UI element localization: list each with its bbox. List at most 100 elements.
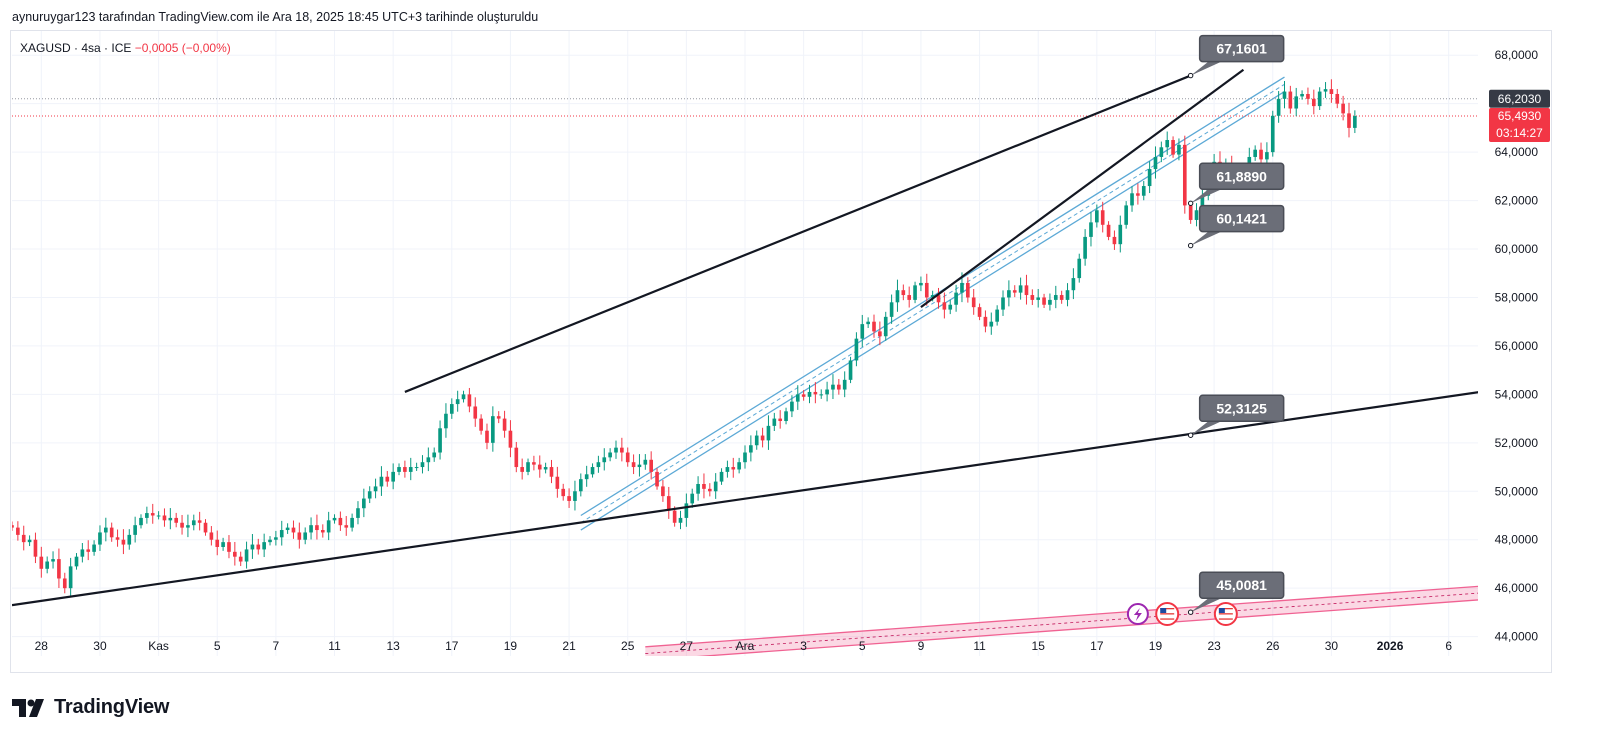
candle bbox=[86, 540, 91, 561]
candle-body bbox=[702, 484, 706, 489]
candle-body bbox=[907, 295, 912, 300]
candle-body bbox=[1024, 285, 1029, 296]
price-callout: 67,1601 bbox=[1187, 34, 1285, 79]
candle-body bbox=[291, 527, 296, 533]
candle bbox=[1136, 183, 1140, 205]
y-tick-label: 60,0000 bbox=[1495, 242, 1539, 256]
candle bbox=[1270, 110, 1275, 157]
candle bbox=[104, 517, 108, 542]
candle bbox=[414, 462, 419, 471]
candle-body bbox=[954, 292, 958, 305]
candle bbox=[743, 445, 747, 469]
candle bbox=[1042, 293, 1046, 309]
target-zone-upper bbox=[645, 585, 1478, 648]
candle bbox=[12, 521, 14, 531]
x-tick-label: 11 bbox=[973, 639, 986, 653]
candle-body bbox=[1030, 295, 1035, 300]
candle-body bbox=[1018, 285, 1023, 293]
candle bbox=[309, 517, 313, 540]
candle-body bbox=[139, 517, 143, 526]
flag-canton bbox=[1218, 608, 1225, 613]
candle bbox=[80, 543, 85, 563]
callout-label: 67,1601 bbox=[1216, 41, 1267, 57]
candle-body bbox=[432, 452, 437, 458]
candle-body bbox=[567, 496, 571, 501]
candle bbox=[713, 473, 718, 499]
candle-body bbox=[995, 309, 999, 322]
candle bbox=[842, 371, 847, 398]
candle bbox=[514, 441, 519, 473]
candle-body bbox=[942, 302, 947, 310]
candle-body bbox=[379, 476, 384, 487]
marker-box bbox=[1489, 89, 1550, 108]
candle-body bbox=[27, 539, 32, 543]
candle bbox=[1300, 90, 1304, 100]
candle bbox=[320, 524, 325, 538]
candle bbox=[625, 447, 630, 467]
candle bbox=[760, 427, 765, 448]
candle-body bbox=[983, 316, 988, 327]
candle-body bbox=[420, 462, 425, 468]
candle-body bbox=[92, 544, 96, 552]
tradingview-logo-icon bbox=[12, 698, 44, 717]
y-tick-label: 62,0000 bbox=[1495, 194, 1539, 208]
candle bbox=[749, 435, 753, 462]
candle bbox=[1171, 136, 1175, 158]
candle-body bbox=[1012, 290, 1017, 293]
candle-body bbox=[479, 418, 483, 431]
candle bbox=[1335, 88, 1340, 109]
candle-body bbox=[86, 549, 91, 552]
candle-body bbox=[772, 418, 777, 426]
price-callout: 45,0081 bbox=[1187, 571, 1285, 615]
marker-box bbox=[1489, 107, 1550, 142]
candle bbox=[1329, 79, 1334, 103]
candle bbox=[121, 529, 126, 555]
candle-body bbox=[620, 447, 624, 453]
candle bbox=[209, 526, 214, 546]
candle-body bbox=[221, 542, 225, 547]
candle bbox=[268, 536, 272, 546]
candle bbox=[438, 420, 442, 460]
symbol-name[interactable]: XAGUSD · 4sa · ICE bbox=[20, 41, 132, 55]
candle bbox=[1288, 85, 1293, 114]
candle bbox=[238, 551, 243, 567]
candle-body bbox=[895, 290, 900, 303]
candle bbox=[98, 525, 102, 551]
chart-frame[interactable] bbox=[10, 30, 1552, 673]
candle bbox=[467, 387, 472, 413]
candle-body bbox=[649, 459, 653, 472]
candle bbox=[39, 546, 44, 578]
candle-body bbox=[496, 416, 501, 419]
callout-anchor-dot bbox=[1187, 242, 1194, 249]
candle bbox=[813, 382, 818, 404]
candle-body bbox=[362, 498, 366, 509]
candle-body bbox=[1276, 98, 1281, 116]
callout-label: 45,0081 bbox=[1216, 577, 1267, 593]
candle-body bbox=[391, 471, 395, 482]
target-zone-lower bbox=[696, 599, 1478, 656]
candle bbox=[696, 476, 700, 501]
candle-body bbox=[268, 539, 272, 543]
candle-body bbox=[16, 527, 20, 535]
candle-body bbox=[1106, 224, 1111, 237]
x-tick-label: 19 bbox=[1149, 639, 1163, 653]
candle bbox=[907, 286, 912, 308]
x-tick-label: 23 bbox=[1207, 639, 1221, 653]
candle bbox=[1036, 288, 1041, 308]
candle-body bbox=[1306, 93, 1310, 99]
candle bbox=[326, 511, 331, 541]
candle-body bbox=[561, 488, 566, 497]
callout-label: 52,3125 bbox=[1216, 400, 1267, 416]
tradingview-logo[interactable]: TradingView bbox=[12, 696, 169, 719]
candle-body bbox=[760, 435, 765, 441]
candle-body bbox=[573, 491, 577, 501]
candle-body bbox=[326, 520, 331, 533]
candle bbox=[942, 292, 947, 319]
candle bbox=[819, 389, 824, 399]
candle-body bbox=[678, 517, 683, 523]
candle-body bbox=[74, 556, 79, 567]
callout-anchor-dot bbox=[1187, 200, 1194, 206]
candle bbox=[1253, 145, 1257, 161]
candle bbox=[297, 522, 302, 549]
